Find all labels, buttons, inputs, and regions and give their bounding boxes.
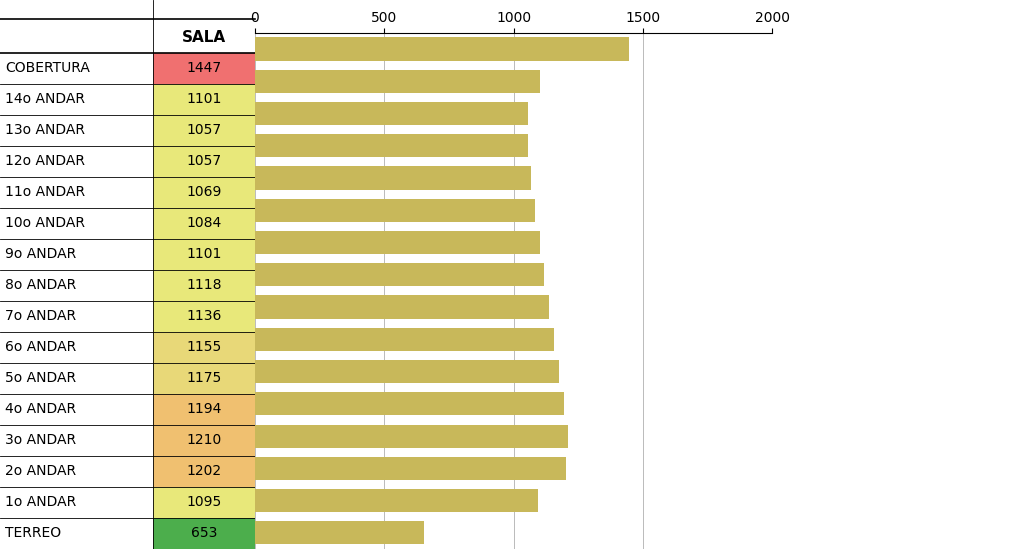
Text: 1084: 1084 bbox=[186, 216, 221, 231]
Bar bbox=[153, 518, 255, 549]
Text: 1o ANDAR: 1o ANDAR bbox=[5, 496, 77, 509]
Text: 1136: 1136 bbox=[186, 310, 221, 323]
Bar bbox=[153, 332, 255, 363]
Bar bbox=[153, 394, 255, 425]
Text: COBERTURA: COBERTURA bbox=[5, 61, 90, 75]
Bar bbox=[255, 489, 538, 512]
Text: 9o ANDAR: 9o ANDAR bbox=[5, 248, 77, 261]
Bar bbox=[255, 295, 549, 319]
Text: 653: 653 bbox=[190, 526, 217, 541]
Text: 14o ANDAR: 14o ANDAR bbox=[5, 92, 85, 107]
Text: 1447: 1447 bbox=[186, 61, 221, 75]
Bar bbox=[153, 53, 255, 84]
Bar bbox=[153, 301, 255, 332]
Text: 1118: 1118 bbox=[186, 278, 222, 293]
Bar bbox=[255, 360, 559, 383]
Text: 1155: 1155 bbox=[186, 340, 221, 355]
Text: 8o ANDAR: 8o ANDAR bbox=[5, 278, 77, 293]
Text: 1210: 1210 bbox=[186, 434, 221, 447]
Text: 1202: 1202 bbox=[186, 464, 221, 479]
Bar bbox=[153, 456, 255, 487]
Text: 13o ANDAR: 13o ANDAR bbox=[5, 124, 85, 137]
Bar bbox=[153, 425, 255, 456]
Text: 12o ANDAR: 12o ANDAR bbox=[5, 154, 85, 169]
Text: TERREO: TERREO bbox=[5, 526, 61, 541]
Text: 4o ANDAR: 4o ANDAR bbox=[5, 402, 76, 417]
Text: 1194: 1194 bbox=[186, 402, 221, 417]
Bar bbox=[255, 392, 563, 416]
Bar bbox=[153, 270, 255, 301]
Bar bbox=[153, 239, 255, 270]
Text: 2o ANDAR: 2o ANDAR bbox=[5, 464, 76, 479]
Bar bbox=[255, 263, 544, 287]
Text: 1057: 1057 bbox=[186, 154, 221, 169]
Text: 1101: 1101 bbox=[186, 248, 221, 261]
Text: 1175: 1175 bbox=[186, 372, 221, 385]
Bar bbox=[255, 199, 536, 222]
Text: 10o ANDAR: 10o ANDAR bbox=[5, 216, 85, 231]
Text: 1069: 1069 bbox=[186, 186, 221, 199]
Bar bbox=[153, 115, 255, 146]
Bar bbox=[255, 70, 540, 93]
Bar bbox=[255, 231, 540, 254]
Bar bbox=[255, 102, 528, 125]
Bar bbox=[255, 424, 568, 448]
Bar bbox=[153, 146, 255, 177]
Text: SALA: SALA bbox=[182, 30, 226, 45]
Bar bbox=[153, 487, 255, 518]
Bar bbox=[255, 166, 531, 190]
Text: 5o ANDAR: 5o ANDAR bbox=[5, 372, 76, 385]
Bar bbox=[153, 84, 255, 115]
Bar bbox=[153, 177, 255, 208]
Text: 1101: 1101 bbox=[186, 92, 221, 107]
Bar bbox=[255, 521, 424, 545]
Bar bbox=[255, 37, 629, 61]
Text: 11o ANDAR: 11o ANDAR bbox=[5, 186, 85, 199]
Text: 1095: 1095 bbox=[186, 496, 221, 509]
Bar bbox=[255, 134, 528, 158]
Bar bbox=[153, 363, 255, 394]
Text: 7o ANDAR: 7o ANDAR bbox=[5, 310, 76, 323]
Text: 6o ANDAR: 6o ANDAR bbox=[5, 340, 77, 355]
Text: 1057: 1057 bbox=[186, 124, 221, 137]
Bar bbox=[153, 208, 255, 239]
Text: 3o ANDAR: 3o ANDAR bbox=[5, 434, 76, 447]
Bar bbox=[255, 328, 554, 351]
Bar bbox=[255, 457, 566, 480]
